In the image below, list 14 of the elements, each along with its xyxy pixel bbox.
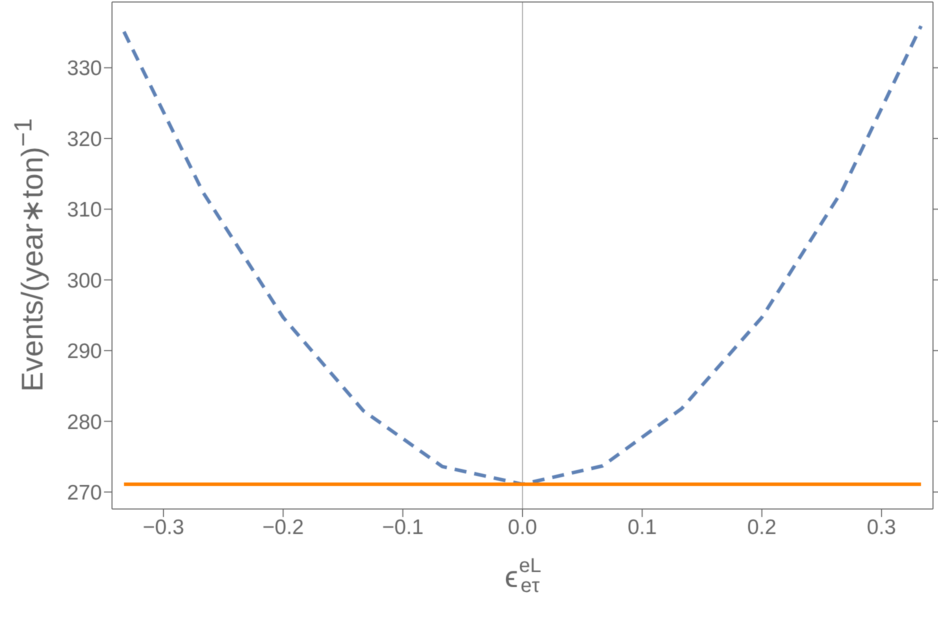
y-tick-label: 320 [66, 128, 102, 151]
x-tick-label: −0.1 [382, 516, 424, 539]
x-tick-label: −0.3 [142, 516, 184, 539]
y-tick-label: 280 [66, 410, 102, 434]
x-tick-label: 0.1 [628, 516, 657, 539]
y-tick-label: 300 [66, 269, 102, 292]
x-tick-label: 0.3 [866, 516, 896, 539]
y-tick-label: 270 [66, 481, 102, 504]
x-tick-label: 0.0 [508, 516, 538, 539]
y-tick-label: 290 [66, 340, 102, 364]
y-tick-label: 330 [66, 57, 102, 80]
x-tick-label: 0.2 [747, 516, 776, 539]
x-tick-label: −0.2 [262, 516, 304, 539]
y-tick-label: 310 [66, 198, 102, 222]
